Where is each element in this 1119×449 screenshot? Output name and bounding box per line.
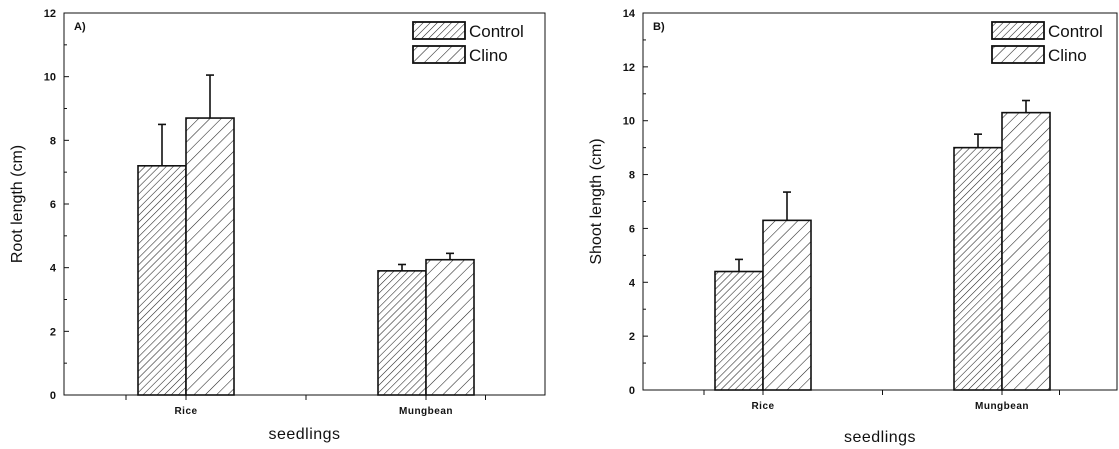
y-tick-label: 10 xyxy=(623,116,635,128)
y-tick-label: 0 xyxy=(629,385,635,397)
panel-label: A) xyxy=(74,21,86,33)
x-axis-label: seedlings xyxy=(844,429,916,446)
y-tick-label: 14 xyxy=(623,8,636,20)
bar-control-rice xyxy=(714,270,764,391)
legend-label-clino: Clino xyxy=(1048,46,1087,65)
y-tick-label: 10 xyxy=(44,72,56,84)
y-tick-label: 6 xyxy=(50,199,56,211)
x-tick-label: Rice xyxy=(174,406,197,417)
bar-control-mungbean xyxy=(377,270,427,396)
bar-clino-mungbean xyxy=(1001,111,1051,391)
chart-panel-1: 0 2 4 6 8 10 12 Rice Mungbean seedlings Root lengt… xyxy=(9,8,546,443)
legend-swatch-control xyxy=(991,21,1045,40)
y-axis-label: Shoot length (cm) xyxy=(588,138,605,264)
chart-panel-2: 0 2 4 6 8 10 12 14 Rice Mungbean seedlings Shoot le… xyxy=(588,8,1118,446)
legend-label-control: Control xyxy=(469,22,524,41)
x-tick-label: Mungbean xyxy=(975,401,1029,412)
legend-swatch-control xyxy=(412,21,466,40)
y-axis-label: Root length (cm) xyxy=(9,145,26,263)
bar-clino-rice xyxy=(185,117,235,396)
y-tick-label: 8 xyxy=(50,135,56,147)
x-tick-label: Mungbean xyxy=(399,406,453,417)
x-axis-label: seedlings xyxy=(268,426,340,443)
y-tick-label: 0 xyxy=(50,390,56,402)
legend-swatch-clino xyxy=(991,45,1045,64)
y-tick-label: 12 xyxy=(44,8,56,20)
legend-label-clino: Clino xyxy=(469,46,508,65)
bar-clino-mungbean xyxy=(425,258,475,396)
panel-label: B) xyxy=(653,21,665,33)
legend-label-control: Control xyxy=(1048,22,1103,41)
x-tick-label: Rice xyxy=(751,401,774,412)
y-tick-label: 2 xyxy=(629,331,635,343)
y-tick-label: 12 xyxy=(623,62,635,74)
y-tick-label: 4 xyxy=(629,277,636,289)
bar-control-rice xyxy=(137,165,187,396)
bar-control-mungbean xyxy=(953,146,1003,391)
legend: Control Clino xyxy=(412,21,524,65)
legend-swatch-clino xyxy=(412,45,466,64)
y-tick-label: 4 xyxy=(50,263,57,275)
bar-clino-rice xyxy=(762,219,812,391)
y-tick-label: 6 xyxy=(629,223,635,235)
y-tick-label: 8 xyxy=(629,170,635,182)
legend: Control Clino xyxy=(991,21,1103,65)
y-tick-label: 2 xyxy=(50,326,56,338)
